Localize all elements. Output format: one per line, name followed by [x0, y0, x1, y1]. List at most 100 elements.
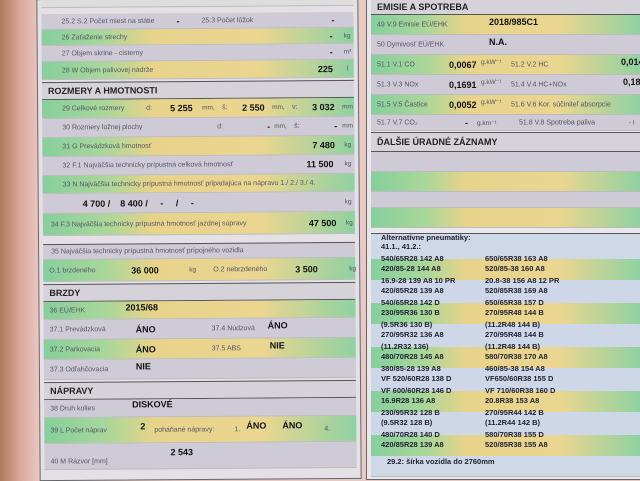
blank-row: [371, 152, 640, 172]
label: 51.8 V.8 Spotreba paliva: [519, 119, 596, 126]
label: v:: [292, 103, 298, 111]
label: 34 F.3 Najväčšia technicky prípustná hmo…: [50, 219, 247, 229]
value: ÁNO: [135, 323, 156, 334]
label: d:: [146, 104, 152, 112]
tires-title-text: Alternatívne pneumatiky:: [381, 233, 471, 242]
row-o: O.1 brzdeného 36 000 kg O.2 nebrzdeného …: [43, 257, 356, 283]
alt-tires-box: Alternatívne pneumatiky: 41.1., 41.2.: 5…: [371, 233, 640, 477]
row-37-2: 37.2 Parkovacia ÁNO 37.5 ABS NIE: [43, 337, 356, 361]
value: - l: [629, 119, 635, 126]
label: 51.3 V.3 NOx: [377, 81, 419, 88]
tire-spec: 540/65R28 142 A8: [381, 254, 444, 263]
tire-spec: 380/85-28 139 A8: [381, 364, 441, 373]
value: 3 500: [295, 263, 318, 274]
row-40: 40 M Rázvor [mm] 2 543: [44, 441, 357, 471]
tire-spec: 520/85R38 155 A8: [485, 440, 548, 449]
value: 0,1691: [449, 79, 477, 90]
value: 225: [317, 63, 333, 74]
value: -: [329, 30, 333, 41]
label: O.1 brzdeného: [49, 266, 96, 275]
row-37-1: 37.1 Prevádzková ÁNO 37.4 Núdzová ÁNO: [43, 317, 356, 341]
tire-spec: 650/65R38 157 D: [485, 298, 544, 307]
tire-spec: 540/65R28 142 D: [381, 298, 440, 307]
tires-sub-text: 41.1., 41.2.:: [381, 242, 422, 251]
tire-band: [371, 325, 640, 346]
label: 28 W Objem palivovej nádrže: [61, 66, 154, 74]
section-header-napravy: NÁPRAVY: [43, 379, 357, 401]
label: 30 Rozmery ložnej plochy: [62, 123, 143, 132]
left-page: 25.2 S.2 Počet miest na státie - 25.3 Po…: [36, 0, 362, 481]
unit: mm: [342, 103, 353, 111]
label: d:: [217, 123, 224, 131]
tire-spec: 420/85-28 144 A8: [381, 264, 441, 273]
value: NIE: [269, 340, 285, 351]
label: 27 Objem skrine - cisterny: [61, 49, 144, 57]
unit: g.kW⁻¹: [481, 58, 502, 66]
tire-spec: 16.9-28 139 A8 10 PR: [381, 276, 456, 285]
value: NIE: [135, 360, 151, 372]
tire-spec: (11.2R48 144 B): [485, 320, 541, 329]
label: 40 M Rázvor [mm]: [50, 457, 108, 466]
row-51-5: 51.5 V.5 Častice 0,0052 g.kW⁻¹ 51.6 V.6 …: [371, 95, 640, 115]
row-28: 28 W Objem palivovej nádrže 225 l: [41, 59, 354, 81]
tire-spec: VF650/60R38 155 D: [485, 374, 554, 383]
label: 51.6 V.6 Kor. súčiniteľ absorpcie: [511, 101, 611, 108]
unit: mm,: [202, 104, 215, 112]
value: 47 500: [308, 217, 337, 228]
label: 37.1 Prevádzková: [49, 325, 106, 334]
tire-spec: 420/85R28 139 A8: [381, 440, 444, 449]
unit: g.kW⁻¹: [481, 98, 502, 106]
tire-band: [371, 413, 640, 434]
tire-spec: VF 600/60R28 146 D: [381, 386, 452, 395]
row-36: 36 EÚ/EHK 2015/68: [43, 299, 356, 321]
label: 26 Zaťaženie strechy: [61, 33, 128, 41]
section-header-rozmery: ROZMERY A HMOTNOSTI: [41, 79, 355, 101]
unit: kg: [344, 197, 352, 205]
value: -: [331, 14, 335, 25]
unit: kg: [343, 31, 351, 39]
value: ÁNO: [246, 420, 267, 431]
label: 32 F.1 Najväčšia technicky prípustná cel…: [62, 161, 234, 170]
value: N.A.: [489, 36, 507, 47]
tire-spec: 420/85R28 139 A8: [381, 286, 444, 295]
tire-band: [371, 347, 640, 368]
value: -: [329, 46, 333, 57]
row-33-values: 4 700 / 8 400 / - / - kg: [42, 191, 355, 215]
tire-spec: 580/70R38 170 A8: [485, 352, 548, 361]
label: 33 N Najväčšia technicky prípustná hmotn…: [62, 179, 316, 188]
tire-spec: 270/95R44 142 B: [485, 408, 544, 417]
label: poháňané nápravy:: [154, 425, 215, 434]
right-page: EMISIE A SPOTREBA 49 V.9 Emisie EÚ/EHK 2…: [366, 0, 640, 480]
label: 51.7 V.7 CO₂: [377, 119, 418, 126]
tire-spec: 20.8-38 156 A8 12 PR: [485, 276, 560, 285]
value: -: [267, 121, 271, 132]
row-34: 34 F.3 Najväčšia technicky prípustná hmo…: [42, 211, 355, 237]
row-51-7: 51.7 V.7 CO₂ - g.km⁻¹ 51.8 V.8 Spotreba …: [371, 115, 640, 131]
value: 7 480: [312, 140, 335, 151]
label: 31 G Prevádzková hmotnosť: [62, 142, 152, 151]
label: 51.2 V.2 HC: [511, 61, 549, 68]
tire-spec: 270/95R48 144 B: [485, 330, 544, 339]
tire-spec: 230/95R32 128 B: [381, 408, 440, 417]
value: ÁNO: [135, 343, 156, 354]
value: 0,0052: [449, 99, 477, 110]
tire-spec: 460/85-38 154 A8: [485, 364, 545, 373]
unit: g.kW⁻¹: [481, 78, 502, 86]
section-header-brzdy: BRZDY: [43, 281, 356, 303]
value: ÁNO: [282, 420, 303, 431]
unit: mm,: [274, 122, 287, 130]
value: 2: [140, 421, 146, 432]
tire-band: [371, 435, 640, 456]
tire-band: [371, 369, 640, 390]
tire-spec: (11.2R44 142 B): [485, 418, 541, 427]
tire-spec: 230/95R36 130 B: [381, 308, 440, 317]
label: 51.4 V.4 HC+NOx: [511, 81, 567, 88]
unit: mm,: [272, 103, 285, 111]
row-49: 49 V.9 Emisie EÚ/EHK 2018/985C1: [371, 15, 640, 35]
value: 0,0067: [449, 59, 477, 70]
top-box-remnant: [41, 0, 354, 9]
tire-spec: (11.2R48 144 B): [485, 342, 541, 351]
label: 25.2 S.2 Počet miest na státie: [61, 17, 155, 25]
label: O.2 nebrzdeného: [213, 265, 268, 273]
value: 2015/68: [125, 302, 159, 313]
